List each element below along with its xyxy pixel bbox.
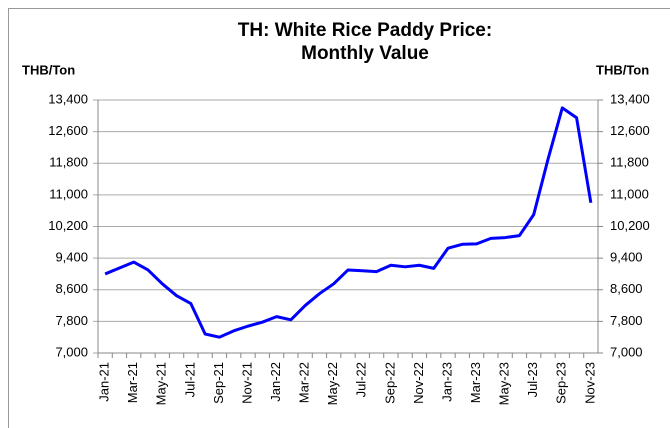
y-tick-label: 7,000 bbox=[55, 344, 88, 359]
x-tick-label: Jul-23 bbox=[525, 362, 540, 397]
x-tick-label: Jul-21 bbox=[182, 362, 197, 397]
y-tick-label: 12,600 bbox=[48, 123, 88, 138]
y2-tick-label: 12,600 bbox=[610, 123, 650, 138]
x-tick-label: Jan-21 bbox=[97, 362, 112, 402]
chart-title: TH: White Rice Paddy Price: bbox=[238, 20, 492, 41]
x-tick-label: Sep-21 bbox=[211, 362, 226, 404]
x-tick-label: May-22 bbox=[325, 362, 340, 405]
data-line bbox=[104, 106, 593, 339]
x-tick-label: May-21 bbox=[154, 362, 169, 405]
y2-tick-label: 7,800 bbox=[610, 313, 643, 328]
x-tick-label: Mar-21 bbox=[125, 362, 140, 403]
x-tick-label: Nov-23 bbox=[582, 362, 597, 404]
x-tick-label: Mar-22 bbox=[297, 362, 312, 403]
y2-axis-label: THB/Ton bbox=[596, 62, 649, 77]
y-tick-label: 8,600 bbox=[55, 281, 88, 296]
y-tick-label: 13,400 bbox=[48, 91, 88, 106]
x-tick-label: Nov-22 bbox=[411, 362, 426, 404]
x-tick-label: Jan-22 bbox=[268, 362, 283, 402]
y2-tick-label: 11,800 bbox=[610, 155, 649, 170]
y-tick-label: 9,400 bbox=[55, 250, 88, 265]
x-tick-label: Jul-22 bbox=[354, 362, 369, 397]
x-tick-label: Nov-21 bbox=[239, 362, 254, 404]
y2-tick-label: 7,000 bbox=[610, 344, 643, 359]
x-tick-label: Sep-22 bbox=[382, 362, 397, 404]
x-tick-label: Jan-23 bbox=[439, 362, 454, 402]
y-tick-label: 7,800 bbox=[55, 313, 88, 328]
x-tick-label: May-23 bbox=[497, 362, 512, 405]
y2-tick-label: 10,200 bbox=[610, 218, 650, 233]
y2-tick-label: 8,600 bbox=[610, 281, 643, 296]
x-tick-label: Mar-23 bbox=[468, 362, 483, 403]
y-tick-label: 11,000 bbox=[49, 186, 88, 201]
y2-tick-label: 11,000 bbox=[610, 186, 649, 201]
y2-tick-label: 9,400 bbox=[610, 250, 643, 265]
x-tick-label: Sep-23 bbox=[554, 362, 569, 404]
y-axis-label: THB/Ton bbox=[22, 62, 75, 77]
chart-border bbox=[8, 8, 670, 428]
y-tick-label: 11,800 bbox=[49, 155, 88, 170]
y2-tick-label: 13,400 bbox=[610, 91, 650, 106]
y-tick-label: 10,200 bbox=[48, 218, 88, 233]
chart-title: Monthly Value bbox=[301, 43, 429, 64]
